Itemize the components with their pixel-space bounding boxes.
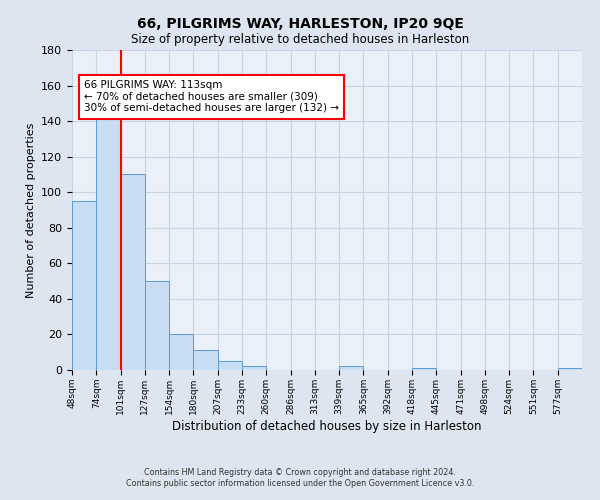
Bar [72, 201, 96, 370]
Bar [169, 334, 193, 370]
Bar [96, 104, 121, 370]
Bar [242, 366, 266, 370]
Bar [193, 350, 218, 370]
Bar [145, 281, 169, 370]
X-axis label: Distribution of detached houses by size in Harleston: Distribution of detached houses by size … [172, 420, 482, 432]
Y-axis label: Number of detached properties: Number of detached properties [26, 122, 35, 298]
Bar [218, 361, 242, 370]
Bar [339, 366, 364, 370]
Text: 66 PILGRIMS WAY: 113sqm
← 70% of detached houses are smaller (309)
30% of semi-d: 66 PILGRIMS WAY: 113sqm ← 70% of detache… [84, 80, 339, 114]
Bar [558, 368, 582, 370]
Text: 66, PILGRIMS WAY, HARLESTON, IP20 9QE: 66, PILGRIMS WAY, HARLESTON, IP20 9QE [137, 18, 463, 32]
Bar [121, 174, 145, 370]
Text: Contains HM Land Registry data © Crown copyright and database right 2024.
Contai: Contains HM Land Registry data © Crown c… [126, 468, 474, 487]
Text: Size of property relative to detached houses in Harleston: Size of property relative to detached ho… [131, 32, 469, 46]
Bar [412, 368, 436, 370]
